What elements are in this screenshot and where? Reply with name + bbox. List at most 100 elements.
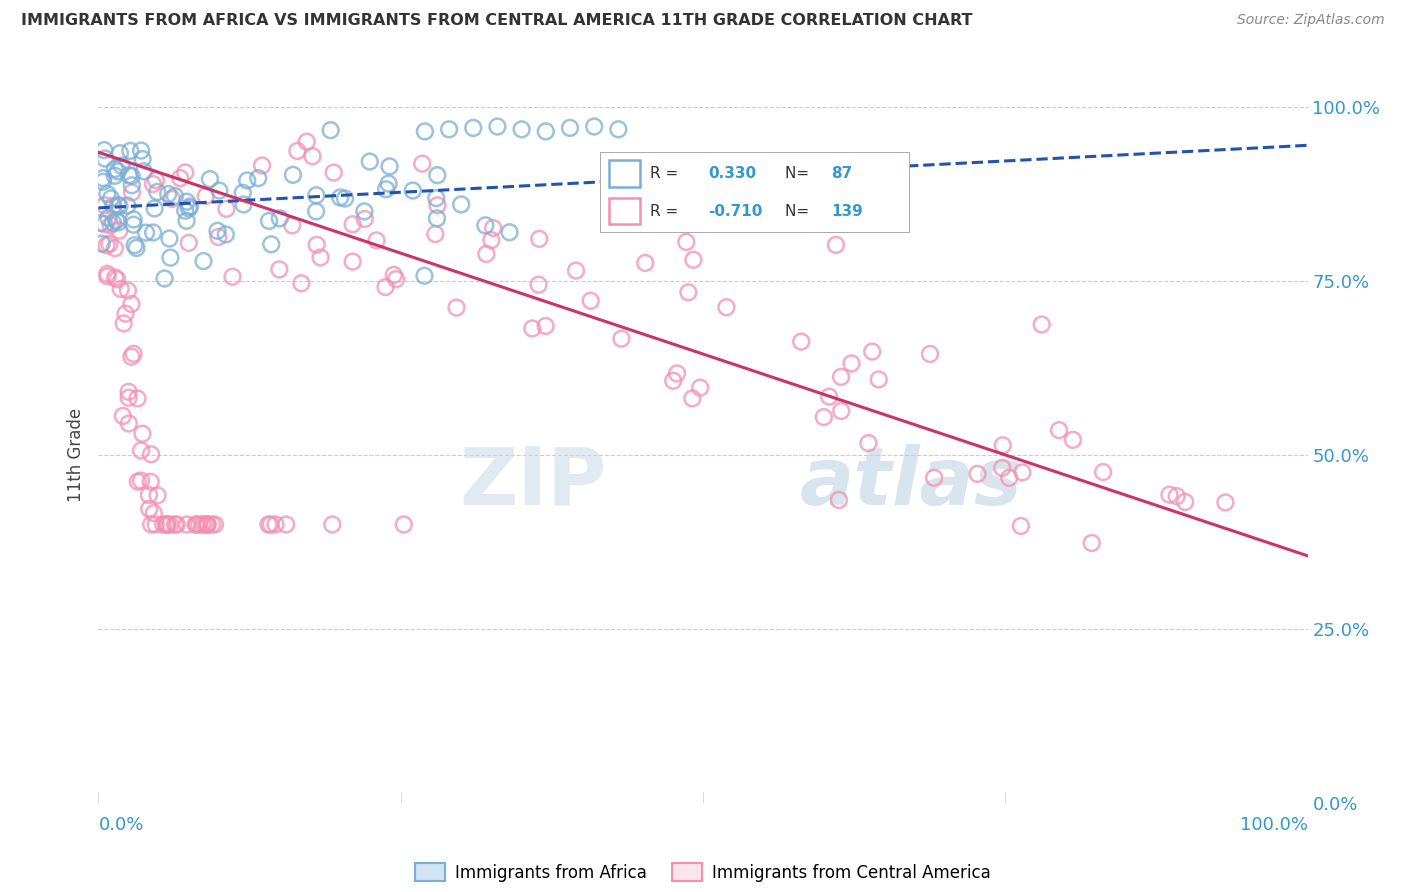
Point xyxy=(138,501,160,516)
Point xyxy=(1081,536,1104,550)
Point xyxy=(91,171,114,186)
Point xyxy=(446,301,468,315)
Point xyxy=(195,517,218,532)
Point xyxy=(146,488,169,502)
Point xyxy=(142,226,165,240)
Bar xyxy=(609,161,640,186)
Point xyxy=(486,120,509,134)
Point xyxy=(918,347,941,361)
Point xyxy=(117,384,139,399)
Point xyxy=(120,350,142,364)
Point xyxy=(129,474,152,488)
Point xyxy=(129,144,152,158)
Point xyxy=(145,517,167,532)
Point xyxy=(191,517,214,532)
Point xyxy=(1215,495,1237,509)
Point xyxy=(139,475,162,489)
Point xyxy=(558,120,581,135)
Point xyxy=(529,232,551,246)
Point xyxy=(232,197,254,211)
Point xyxy=(159,517,181,532)
Point xyxy=(110,159,132,173)
Point xyxy=(1047,423,1070,437)
Point xyxy=(176,517,198,532)
Point xyxy=(425,227,447,241)
Point xyxy=(176,86,198,100)
Point xyxy=(841,356,863,370)
Point xyxy=(1159,488,1181,502)
Point xyxy=(96,186,118,201)
Point xyxy=(187,517,209,532)
Point xyxy=(121,178,143,193)
Point xyxy=(1092,465,1115,479)
Bar xyxy=(609,198,640,224)
Y-axis label: 11th Grade: 11th Grade xyxy=(67,408,86,502)
Point xyxy=(96,238,118,252)
Text: 0.0%: 0.0% xyxy=(98,816,143,834)
Point xyxy=(193,254,215,268)
Point xyxy=(830,369,852,384)
Text: R =: R = xyxy=(650,167,683,181)
Point xyxy=(413,124,436,138)
Text: N=: N= xyxy=(785,167,814,181)
Point xyxy=(90,216,112,230)
Point xyxy=(309,251,332,265)
Point xyxy=(966,467,988,481)
Point xyxy=(135,226,157,240)
Text: Source: ZipAtlas.com: Source: ZipAtlas.com xyxy=(1237,13,1385,28)
Point xyxy=(163,517,186,532)
Text: ZIP: ZIP xyxy=(458,443,606,522)
Point xyxy=(105,272,128,286)
Point xyxy=(122,218,145,232)
Legend: Immigrants from Africa, Immigrants from Central America: Immigrants from Africa, Immigrants from … xyxy=(409,856,997,888)
Point xyxy=(482,221,505,235)
Point xyxy=(107,215,129,229)
Point xyxy=(103,199,125,213)
Point xyxy=(675,235,697,249)
Point xyxy=(186,517,208,532)
Text: IMMIGRANTS FROM AFRICA VS IMMIGRANTS FROM CENTRAL AMERICA 11TH GRADE CORRELATION: IMMIGRANTS FROM AFRICA VS IMMIGRANTS FRO… xyxy=(21,13,973,29)
Point xyxy=(104,169,127,183)
Point xyxy=(157,186,180,201)
Point xyxy=(105,213,128,227)
Point xyxy=(160,192,183,206)
Text: -0.710: -0.710 xyxy=(709,203,762,219)
Point xyxy=(201,517,224,532)
Point xyxy=(479,233,502,247)
Point xyxy=(215,202,238,216)
Point xyxy=(342,217,364,231)
Point xyxy=(527,277,550,292)
Text: R =: R = xyxy=(650,203,683,219)
Point xyxy=(260,237,283,252)
Point xyxy=(475,247,498,261)
Point xyxy=(264,517,287,532)
Point xyxy=(392,517,415,532)
Point xyxy=(998,471,1021,485)
Point xyxy=(402,184,425,198)
Point xyxy=(378,160,401,174)
Point xyxy=(426,198,449,212)
Point xyxy=(260,517,283,532)
Point xyxy=(565,263,588,277)
Text: N=: N= xyxy=(785,203,814,219)
Point xyxy=(662,374,685,388)
Point xyxy=(197,517,219,532)
Point xyxy=(991,438,1014,452)
Point xyxy=(329,190,352,204)
Point xyxy=(666,367,689,381)
Point xyxy=(1062,433,1084,447)
Point xyxy=(353,211,375,226)
Point xyxy=(426,168,449,182)
Point xyxy=(474,219,496,233)
Point xyxy=(257,517,280,532)
Point xyxy=(132,164,155,178)
Point xyxy=(333,192,356,206)
Point xyxy=(860,344,883,359)
Point xyxy=(125,241,148,255)
Point xyxy=(108,146,131,161)
Point xyxy=(108,224,131,238)
Text: 0.330: 0.330 xyxy=(709,167,756,181)
Point xyxy=(319,123,342,137)
Point xyxy=(342,254,364,268)
Point xyxy=(305,204,328,219)
